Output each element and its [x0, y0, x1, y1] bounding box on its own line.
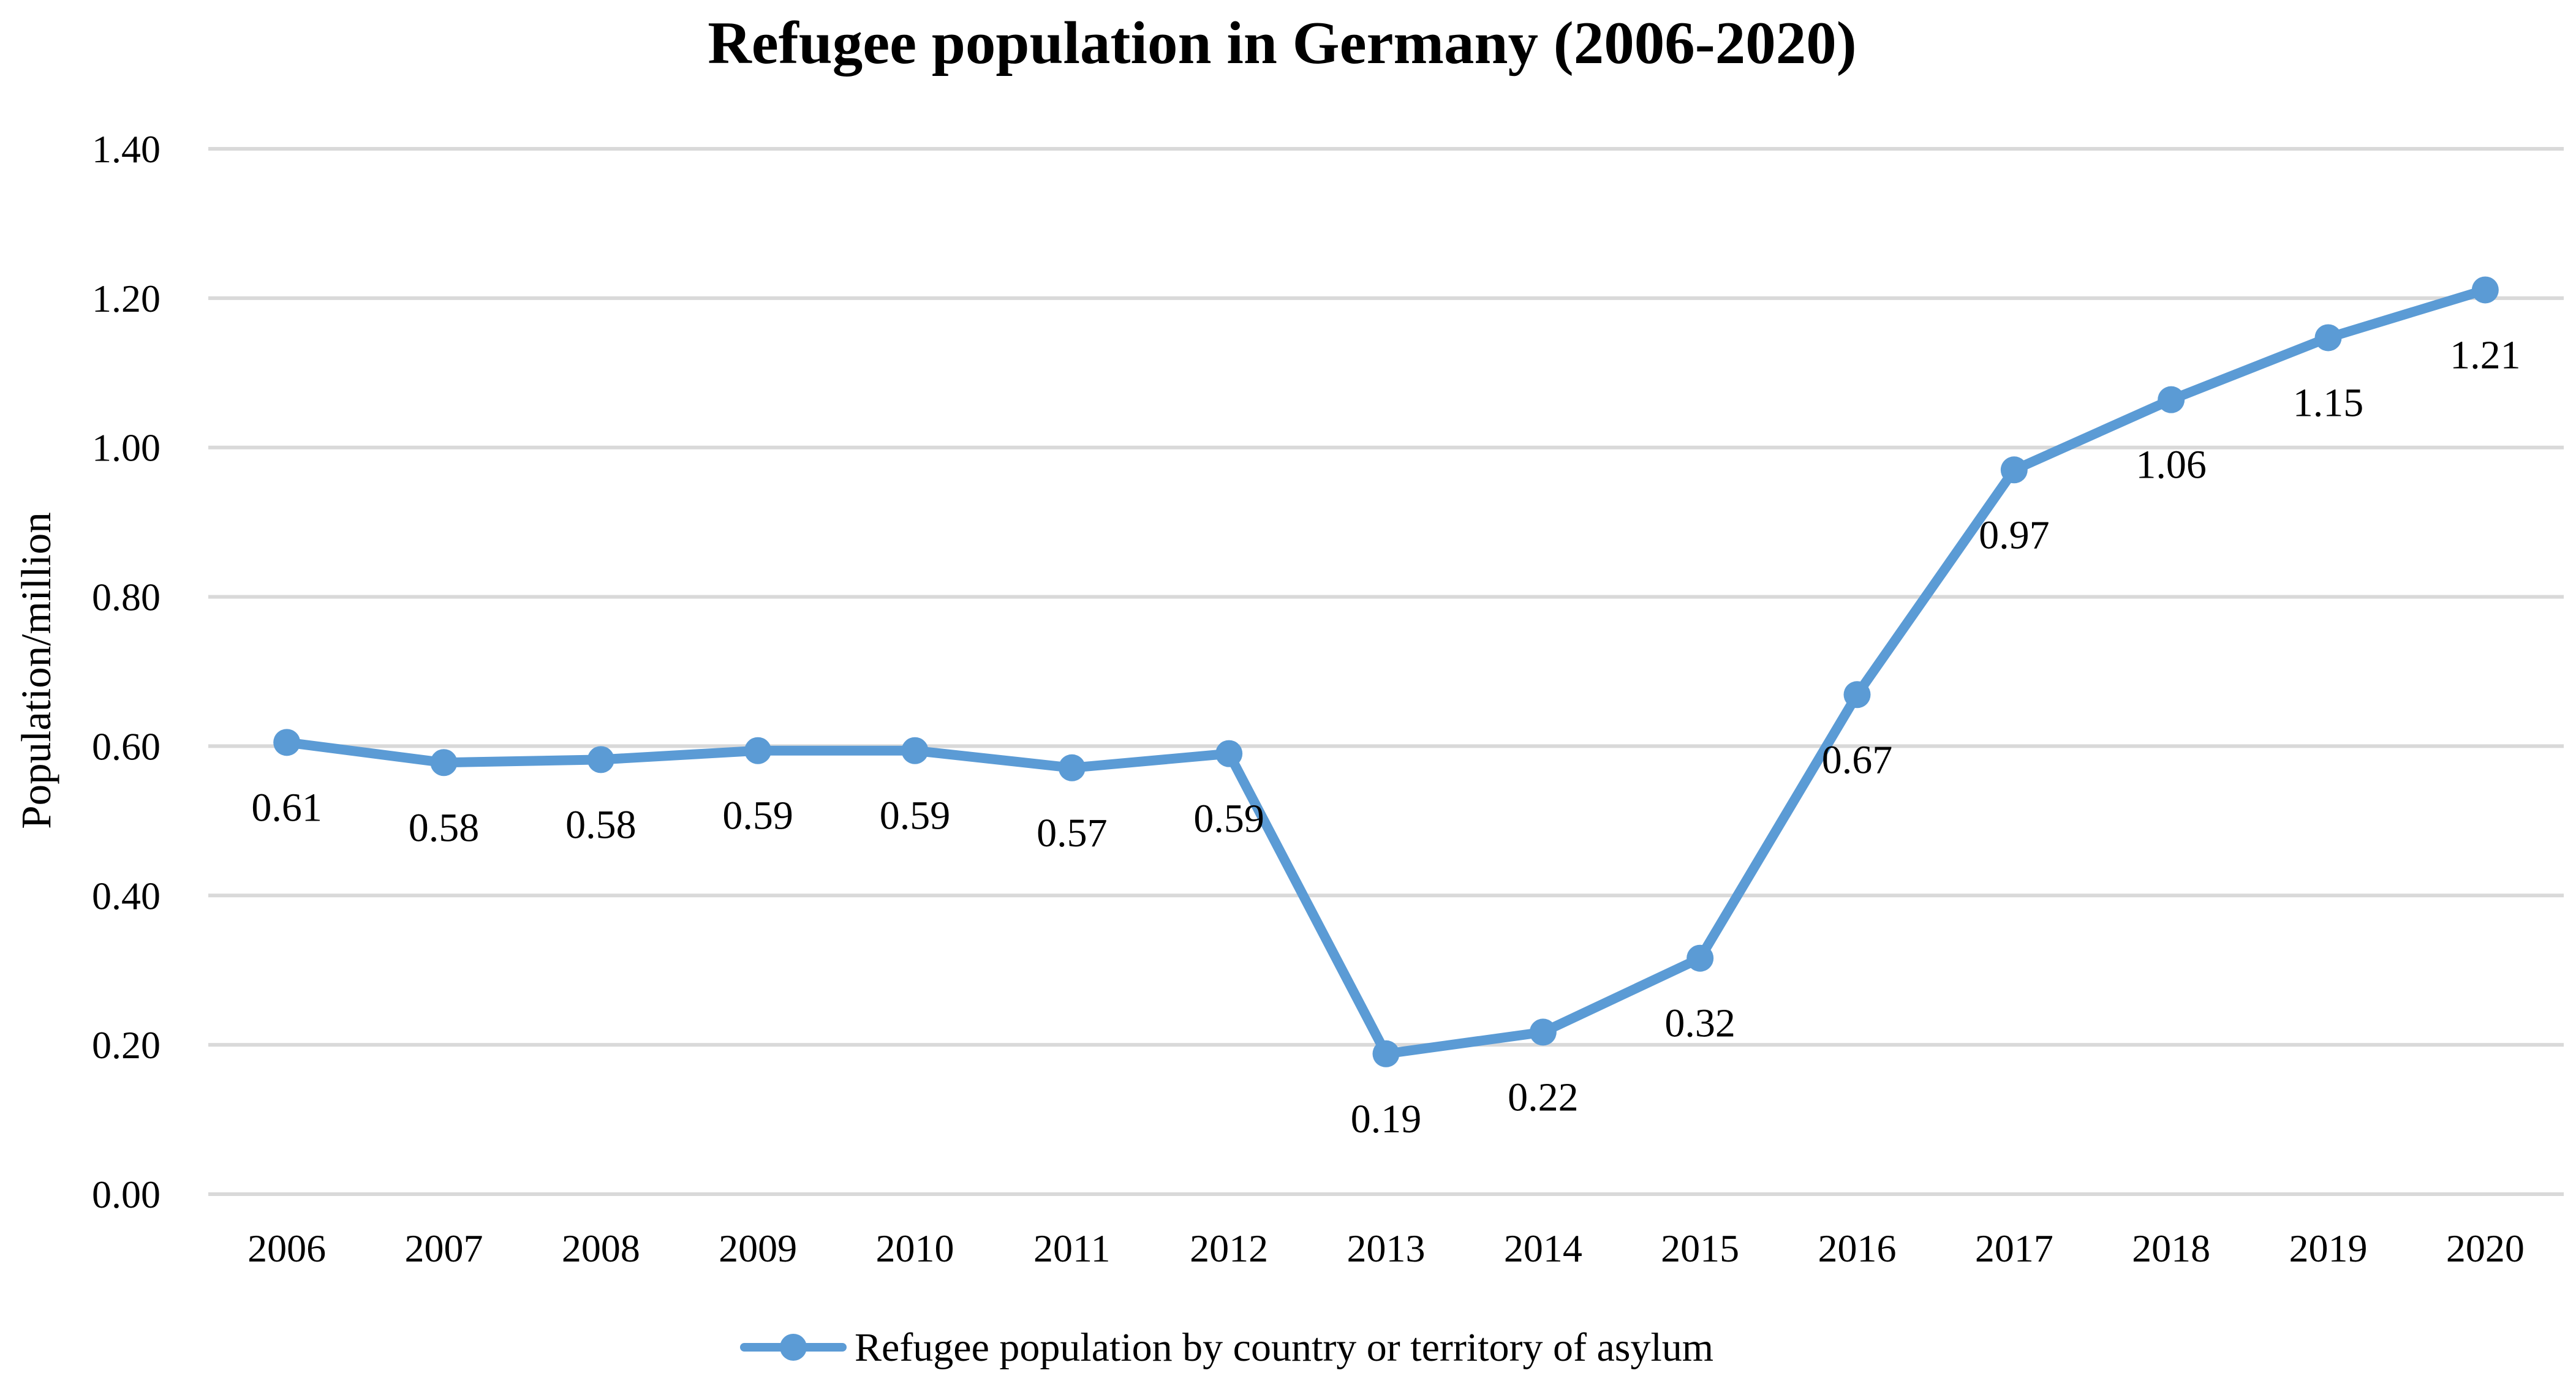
data-label: 1.06: [2136, 443, 2207, 487]
x-tick-label: 2006: [247, 1227, 326, 1270]
data-point: [1058, 754, 1086, 781]
data-point: [901, 737, 929, 764]
data-point: [1686, 944, 1714, 972]
x-tick-label: 2020: [2446, 1227, 2525, 1270]
data-point: [1215, 740, 1243, 767]
x-tick-label: 2013: [1347, 1227, 1426, 1270]
x-tick-label: 2014: [1504, 1227, 1582, 1270]
data-label: 0.67: [1822, 737, 1893, 782]
data-label: 0.57: [1037, 811, 1108, 856]
y-tick-label: 1.00: [92, 426, 161, 470]
chart-title: Refugee population in Germany (2006-2020…: [708, 10, 1856, 77]
data-point: [273, 729, 301, 756]
y-tick-label: 0.80: [92, 576, 161, 619]
data-point: [430, 749, 458, 777]
x-tick-label: 2008: [562, 1227, 640, 1270]
data-label: 0.59: [722, 794, 793, 838]
data-label: 0.59: [1193, 797, 1264, 841]
data-label: 0.97: [1979, 513, 2050, 557]
y-tick-label: 1.40: [92, 127, 161, 171]
y-tick-label: 0.40: [92, 874, 161, 917]
data-point: [2158, 386, 2185, 413]
x-tick-label: 2007: [405, 1227, 483, 1270]
series-line: [282, 285, 2490, 1059]
legend-marker-swatch: [780, 1334, 807, 1361]
gridlines: [208, 147, 2564, 1196]
legend-entry-label: Refugee population by country or territo…: [855, 1325, 1713, 1370]
data-label: 1.15: [2293, 380, 2364, 425]
data-label: 0.59: [880, 794, 951, 838]
data-label: 0.58: [565, 802, 636, 847]
y-tick-label: 0.00: [92, 1173, 161, 1216]
data-label: 0.61: [251, 785, 322, 830]
data-label: 1.21: [2450, 333, 2521, 377]
y-axis-label: Population/million: [13, 512, 59, 829]
y-tick-label: 0.60: [92, 724, 161, 768]
data-point: [2000, 456, 2028, 484]
data-label: 0.32: [1664, 1001, 1736, 1046]
x-tick-label: 2018: [2132, 1227, 2210, 1270]
data-point: [587, 746, 614, 773]
legend: Refugee population by country or territo…: [740, 1325, 1713, 1370]
data-point: [1843, 681, 1871, 709]
y-axis-ticks: 0.00 0.20 0.40 0.60 0.80 1.00 1.20 1.40: [92, 127, 161, 1216]
x-tick-label: 2017: [1975, 1227, 2053, 1270]
x-tick-label: 2015: [1661, 1227, 1739, 1270]
data-label: 0.58: [409, 805, 480, 850]
x-tick-label: 2016: [1818, 1227, 1897, 1270]
series-refugee-population: [273, 276, 2499, 1067]
x-tick-label: 2012: [1190, 1227, 1268, 1270]
x-tick-label: 2010: [876, 1227, 954, 1270]
y-tick-label: 0.20: [92, 1023, 161, 1067]
x-tick-label: 2011: [1033, 1227, 1111, 1270]
data-point: [1529, 1018, 1557, 1046]
x-axis-ticks: 2006 2007 2008 2009 2010 2011 2012 2013 2014 2015…: [247, 1227, 2525, 1270]
data-point: [744, 737, 772, 764]
x-tick-label: 2019: [2289, 1227, 2368, 1270]
data-label: 0.22: [1508, 1075, 1579, 1119]
y-tick-label: 1.20: [92, 277, 161, 320]
data-point: [2314, 324, 2342, 352]
data-point: [2471, 276, 2499, 304]
data-labels: 0.61 0.58 0.58 0.59 0.59 0.57 0.59 0.19 0.22 0.32…: [251, 333, 2520, 1141]
data-label: 0.19: [1351, 1097, 1422, 1141]
x-tick-label: 2009: [719, 1227, 797, 1270]
data-point: [1372, 1040, 1400, 1067]
